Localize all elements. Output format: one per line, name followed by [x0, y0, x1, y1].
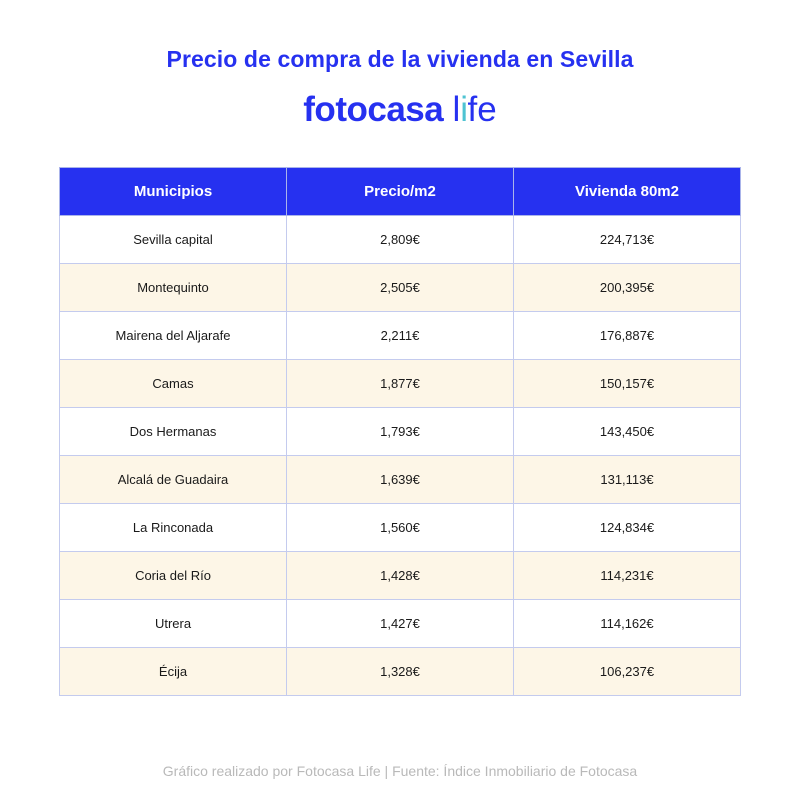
table-header-row: Municipios Precio/m2 Vivienda 80m2 [59, 167, 741, 216]
cell-precio-m2: 1,427€ [286, 599, 514, 648]
table-row: Camas 1,877€ 150,157€ [59, 359, 741, 408]
logo-life-i: i [460, 90, 468, 129]
cell-municipio: La Rinconada [59, 503, 287, 552]
cell-municipio: Coria del Río [59, 551, 287, 600]
cell-vivienda-80m2: 114,162€ [513, 599, 741, 648]
table-row: Coria del Río 1,428€ 114,231€ [59, 551, 741, 600]
cell-municipio: Dos Hermanas [59, 407, 287, 456]
fotocasa-life-logo: fotocasa life [0, 90, 800, 130]
logo-life-l: l [452, 90, 461, 129]
logo-life-fe: fe [467, 90, 497, 129]
cell-precio-m2: 2,809€ [286, 215, 514, 264]
logo-wordmark: fotocasa [303, 90, 453, 129]
cell-municipio: Utrera [59, 599, 287, 648]
table-row: Montequinto 2,505€ 200,395€ [59, 263, 741, 312]
price-table: Municipios Precio/m2 Vivienda 80m2 Sevil… [59, 167, 741, 696]
table-row: Écija 1,328€ 106,237€ [59, 647, 741, 696]
cell-municipio: Montequinto [59, 263, 287, 312]
cell-precio-m2: 1,639€ [286, 455, 514, 504]
column-header-precio-m2: Precio/m2 [286, 167, 514, 216]
table-row: Sevilla capital 2,809€ 224,713€ [59, 215, 741, 264]
cell-precio-m2: 1,877€ [286, 359, 514, 408]
table-row: La Rinconada 1,560€ 124,834€ [59, 503, 741, 552]
cell-precio-m2: 2,505€ [286, 263, 514, 312]
cell-municipio: Camas [59, 359, 287, 408]
cell-precio-m2: 1,793€ [286, 407, 514, 456]
cell-vivienda-80m2: 150,157€ [513, 359, 741, 408]
cell-municipio: Sevilla capital [59, 215, 287, 264]
table-row: Alcalá de Guadaira 1,639€ 131,113€ [59, 455, 741, 504]
cell-vivienda-80m2: 176,887€ [513, 311, 741, 360]
cell-vivienda-80m2: 114,231€ [513, 551, 741, 600]
table-row: Utrera 1,427€ 114,162€ [59, 599, 741, 648]
cell-municipio: Écija [59, 647, 287, 696]
table-row: Dos Hermanas 1,793€ 143,450€ [59, 407, 741, 456]
cell-vivienda-80m2: 106,237€ [513, 647, 741, 696]
cell-precio-m2: 1,560€ [286, 503, 514, 552]
column-header-vivienda-80m2: Vivienda 80m2 [513, 167, 741, 216]
cell-precio-m2: 1,328€ [286, 647, 514, 696]
cell-precio-m2: 2,211€ [286, 311, 514, 360]
cell-vivienda-80m2: 131,113€ [513, 455, 741, 504]
cell-vivienda-80m2: 224,713€ [513, 215, 741, 264]
table-row: Mairena del Aljarafe 2,211€ 176,887€ [59, 311, 741, 360]
cell-vivienda-80m2: 124,834€ [513, 503, 741, 552]
column-header-municipios: Municipios [59, 167, 287, 216]
cell-precio-m2: 1,428€ [286, 551, 514, 600]
cell-vivienda-80m2: 143,450€ [513, 407, 741, 456]
table-body: Sevilla capital 2,809€ 224,713€ Montequinto… [59, 215, 741, 696]
source-footer: Gráfico realizado por Fotocasa Life | Fu… [162, 763, 638, 779]
cell-vivienda-80m2: 200,395€ [513, 263, 741, 312]
cell-municipio: Mairena del Aljarafe [59, 311, 287, 360]
cell-municipio: Alcalá de Guadaira [59, 455, 287, 504]
chart-title: Precio de compra de la vivienda en Sevil… [166, 46, 634, 72]
